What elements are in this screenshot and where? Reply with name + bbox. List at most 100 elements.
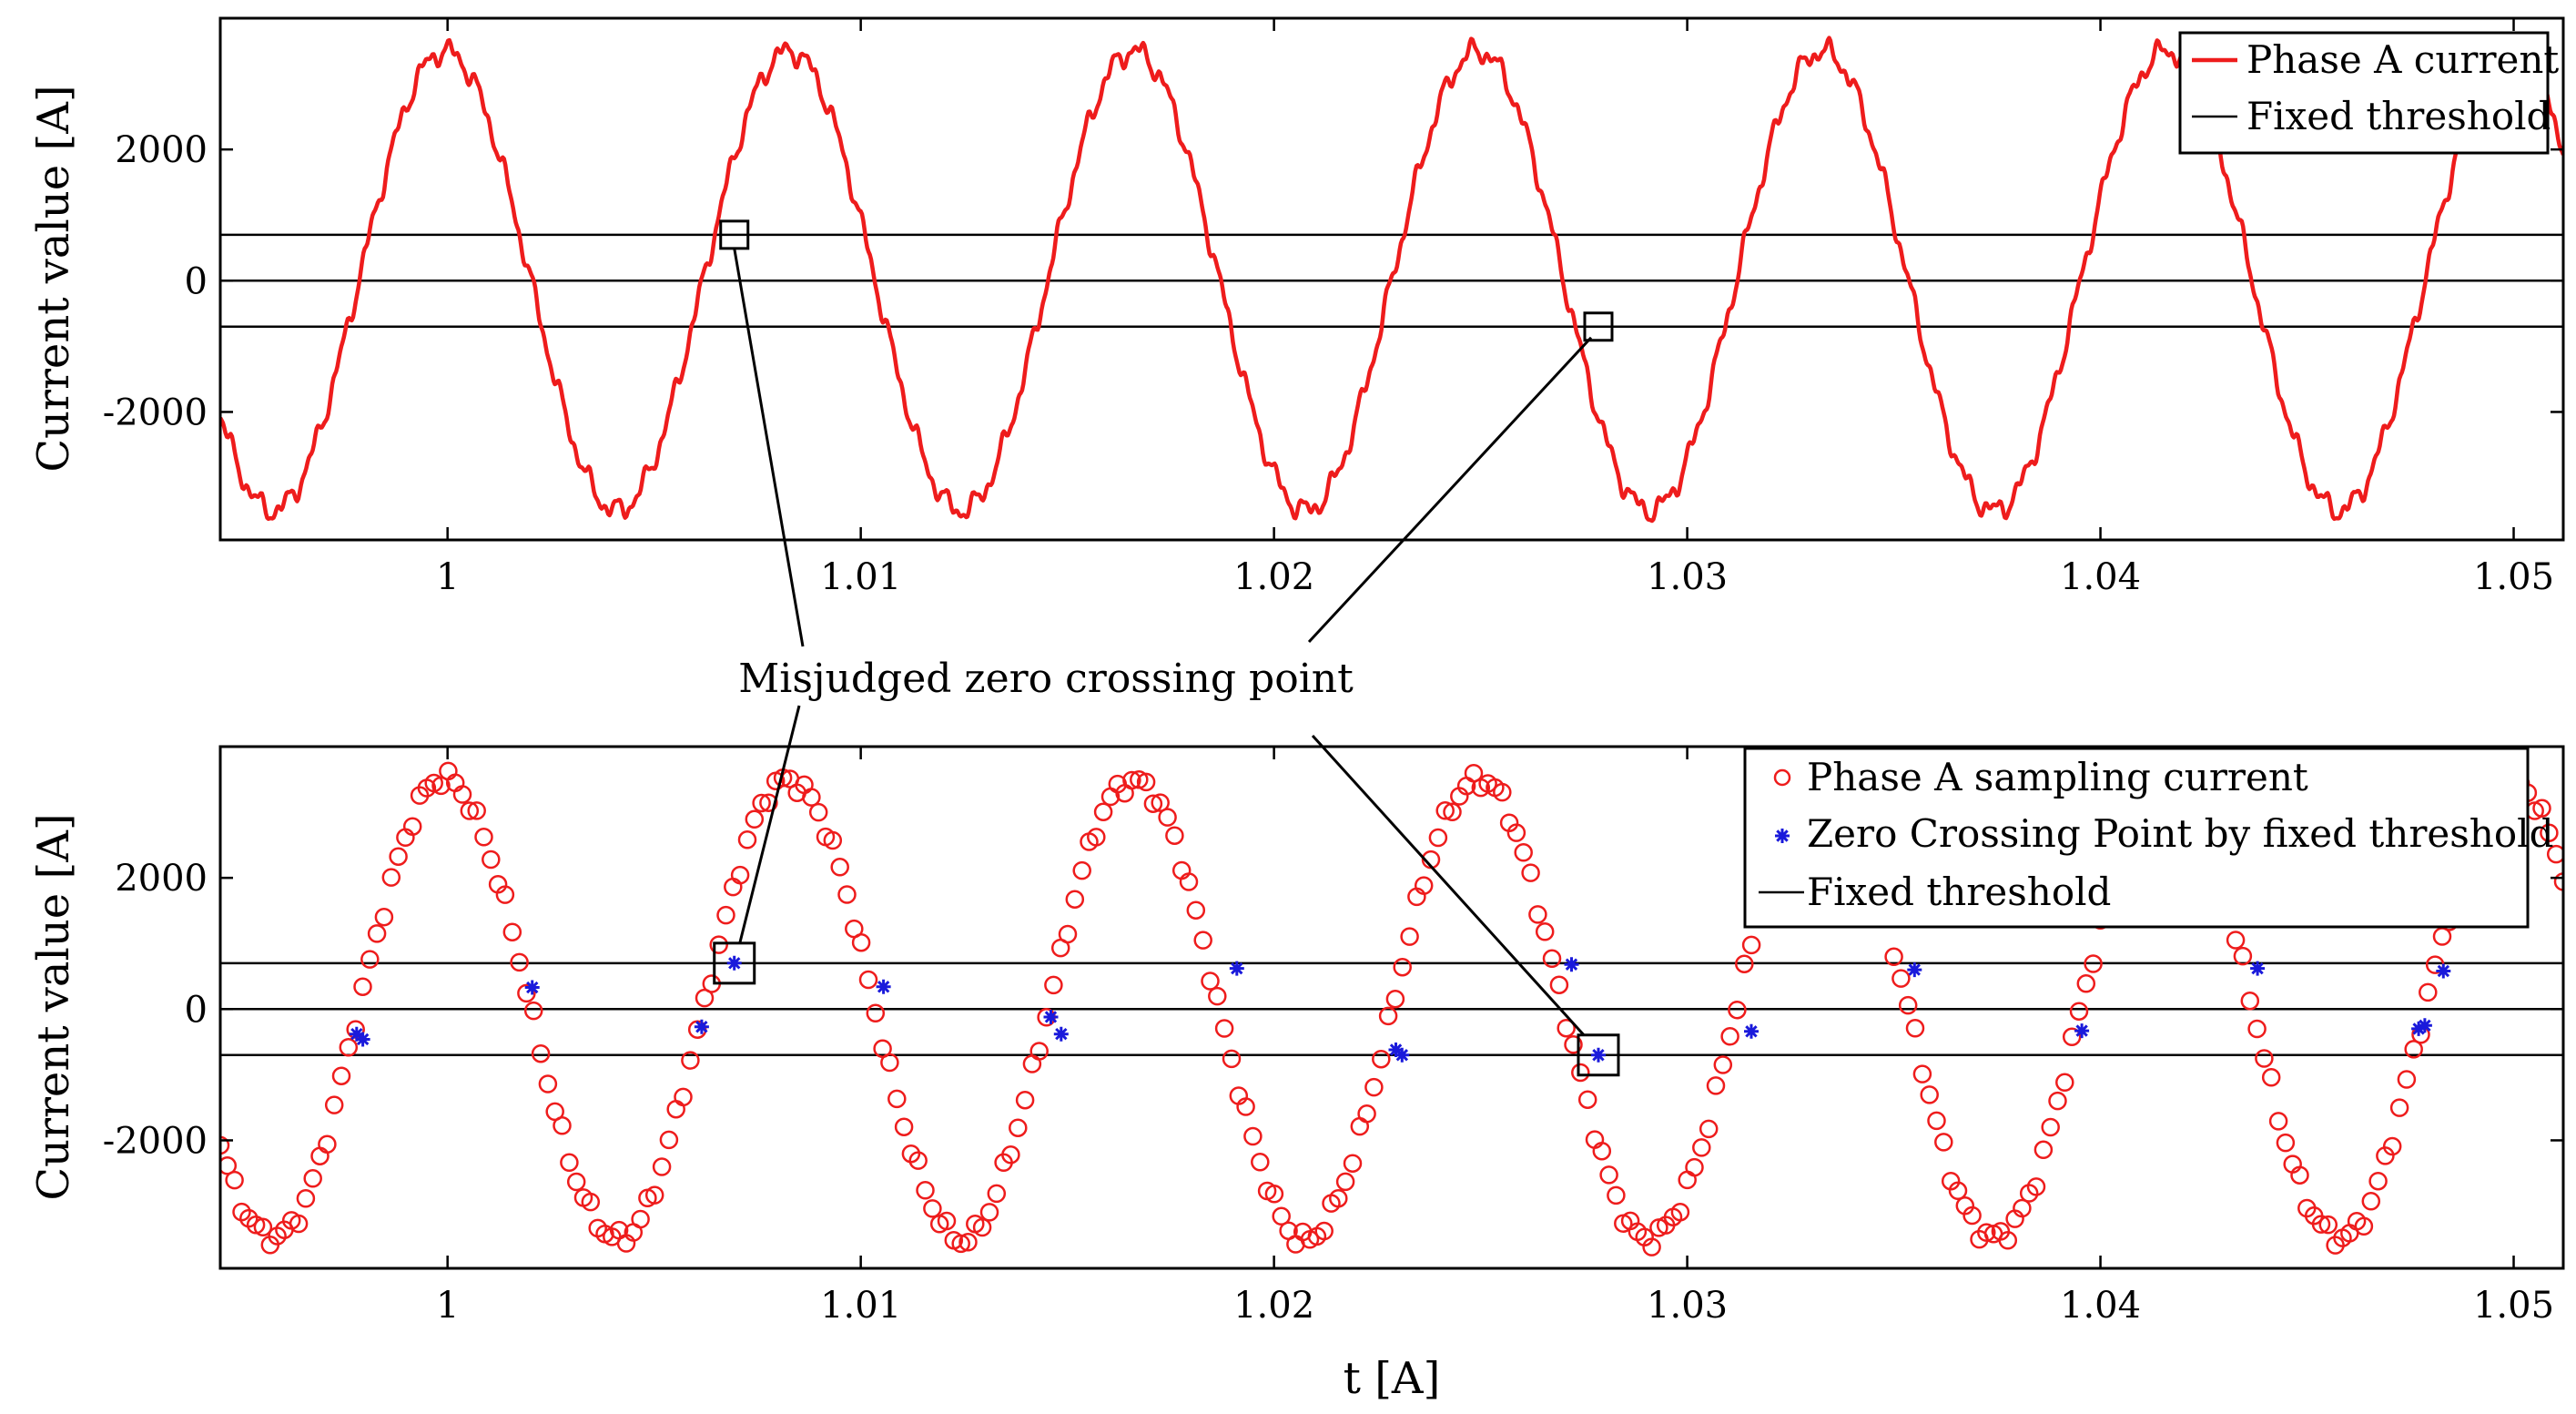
sample-point bbox=[1251, 1153, 1270, 1172]
sample-point bbox=[2062, 1027, 2082, 1047]
sample-point bbox=[1898, 995, 1918, 1015]
zero-crossing-point bbox=[1394, 1047, 1410, 1063]
sample-point bbox=[730, 865, 750, 885]
zero-crossing-point bbox=[2074, 1023, 2090, 1039]
sample-point bbox=[2048, 1091, 2067, 1111]
sample-point bbox=[1905, 1019, 1925, 1038]
sample-point bbox=[566, 1172, 586, 1192]
sample-point bbox=[652, 1157, 672, 1176]
sample-point bbox=[1571, 1063, 1590, 1083]
sample-point bbox=[2069, 1002, 2089, 1021]
x-tick-label: 1.02 bbox=[1233, 556, 1314, 598]
sample-point bbox=[1920, 1085, 1939, 1104]
sample-point bbox=[1314, 1221, 1334, 1241]
sample-point bbox=[1165, 826, 1184, 845]
x-tick-label: 1.03 bbox=[1647, 1285, 1728, 1327]
sample-point bbox=[1122, 770, 1141, 790]
sample-point bbox=[958, 1233, 978, 1252]
sample-point bbox=[402, 817, 422, 836]
annotation-line-bottom-right bbox=[1311, 734, 1586, 1036]
sample-point bbox=[1912, 1064, 1932, 1083]
top-panel: 1 1.01 1.02 1.03 1.04 1.05 -2000 0 2000 Current… bbox=[28, 16, 2565, 598]
sample-point bbox=[360, 950, 380, 969]
sample-point bbox=[1549, 975, 1569, 994]
sample-point bbox=[2389, 1098, 2409, 1117]
sample-point bbox=[1443, 802, 1462, 822]
sample-point bbox=[716, 905, 735, 925]
sample-point bbox=[1072, 860, 1091, 880]
bottom-y-axis-label: Current value [A] bbox=[28, 813, 79, 1200]
sample-point bbox=[972, 1217, 992, 1237]
sample-point bbox=[1243, 1126, 1263, 1146]
y-tick-label: -2000 bbox=[103, 1120, 208, 1162]
zero-crossing-point bbox=[1053, 1026, 1069, 1042]
sample-point bbox=[353, 977, 372, 996]
sample-point bbox=[1329, 1188, 1348, 1208]
sample-point bbox=[374, 907, 394, 927]
sample-point bbox=[339, 1038, 359, 1057]
sample-point bbox=[1521, 863, 1540, 882]
sample-point bbox=[1385, 989, 1405, 1009]
sample-point bbox=[2354, 1216, 2374, 1236]
sample-point bbox=[1934, 1133, 1953, 1152]
sample-point bbox=[1493, 782, 1512, 802]
sample-point bbox=[2247, 1019, 2267, 1039]
sample-point bbox=[2368, 1171, 2388, 1191]
zero-crossing-point bbox=[349, 1026, 364, 1042]
sample-point bbox=[2540, 823, 2559, 842]
bottom-panel: 1 1.01 1.02 1.03 1.04 1.05 -2000 0 2000 Current… bbox=[28, 745, 2565, 1404]
sample-point bbox=[866, 1003, 886, 1023]
zero-crossing-point bbox=[1591, 1047, 1606, 1063]
zero-crossing-point bbox=[1388, 1043, 1404, 1057]
y-tick-label: -2000 bbox=[103, 392, 208, 433]
zero-crossing-point bbox=[355, 1032, 370, 1047]
y-tick-label: 0 bbox=[185, 260, 208, 302]
zero-crossing-point bbox=[2436, 963, 2451, 979]
sample-point bbox=[709, 935, 728, 954]
sample-point bbox=[1514, 843, 1533, 862]
sample-point bbox=[431, 776, 451, 796]
sample-point bbox=[1208, 986, 1227, 1006]
sample-point bbox=[220, 1135, 230, 1155]
sample-point bbox=[474, 828, 493, 847]
sample-point bbox=[560, 1153, 579, 1173]
sample-point bbox=[1193, 931, 1212, 950]
zero-crossing-point bbox=[876, 979, 891, 994]
sample-point bbox=[296, 1189, 316, 1208]
top-y-ticks: -2000 0 2000 bbox=[103, 129, 2563, 433]
sample-point bbox=[1093, 802, 1113, 821]
top-y-axis-label: Current value [A] bbox=[28, 85, 79, 472]
sample-point bbox=[1948, 1181, 1968, 1201]
zero-crossing-point bbox=[2417, 1018, 2432, 1033]
legend-label-sampling-current: Phase A sampling current bbox=[1807, 755, 2308, 799]
x-tick-label: 1.03 bbox=[1647, 556, 1728, 598]
sample-point bbox=[253, 1217, 273, 1237]
sample-point bbox=[1015, 1090, 1035, 1110]
x-axis-label: t [A] bbox=[1344, 1353, 1441, 1404]
sample-point bbox=[324, 1095, 344, 1114]
top-legend: Phase A current Fixed threshold bbox=[2178, 31, 2559, 155]
sample-point bbox=[951, 1234, 970, 1254]
sample-point bbox=[1236, 1097, 1255, 1116]
sample-point bbox=[2033, 1140, 2054, 1160]
sample-point bbox=[220, 1156, 238, 1175]
sample-point bbox=[1001, 1145, 1020, 1165]
top-x-ticks: 1 1.01 1.02 1.03 1.04 1.05 bbox=[436, 18, 2554, 598]
phase-a-current-line bbox=[220, 36, 2563, 524]
zero-crossing-point bbox=[726, 955, 742, 971]
legend-label-fixed-threshold-bottom: Fixed threshold bbox=[1807, 870, 2111, 914]
x-tick-label: 1 bbox=[436, 1285, 459, 1327]
sample-point bbox=[1464, 763, 1484, 783]
sample-point bbox=[979, 1203, 999, 1222]
sample-point bbox=[752, 793, 771, 813]
sample-point bbox=[1143, 794, 1163, 813]
sample-point bbox=[502, 922, 522, 941]
sample-point bbox=[737, 830, 757, 849]
sample-point bbox=[2419, 982, 2438, 1002]
sample-point bbox=[923, 1199, 942, 1218]
sample-point bbox=[1335, 1172, 1355, 1192]
sample-point bbox=[1414, 876, 1434, 895]
sample-point bbox=[631, 1209, 650, 1229]
sample-point bbox=[2084, 954, 2103, 973]
